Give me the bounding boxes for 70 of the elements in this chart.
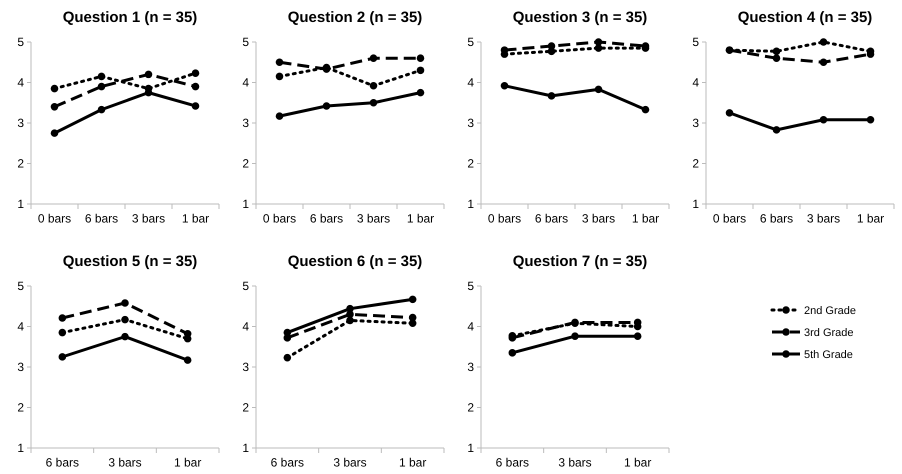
y-tick-label: 5 (242, 278, 250, 293)
y-tick-label: 1 (17, 196, 24, 211)
x-tick-label: 1 bar (856, 212, 884, 226)
x-tick-label: 1 bar (624, 456, 652, 470)
y-tick-label: 2 (17, 400, 24, 414)
y-tick-label: 4 (242, 319, 250, 334)
y-tick-label: 2 (242, 156, 250, 170)
y-tick-label: 3 (467, 116, 474, 130)
y-tick-label: 3 (467, 360, 474, 374)
y-tick-label: 5 (467, 278, 474, 293)
x-tick-label: 0 bars (712, 212, 746, 226)
y-tick-label: 2 (467, 156, 474, 170)
y-tick-label: 5 (242, 34, 250, 49)
x-tick-label: 3 bars (356, 212, 390, 226)
legend-label: 5th Grade (804, 349, 853, 361)
chart-title: Question 5 (n = 35) (62, 253, 198, 270)
x-tick-label: 1 bar (406, 212, 434, 226)
chart-title: Question 4 (n = 35) (738, 9, 872, 26)
y-tick-label: 3 (17, 360, 24, 374)
x-tick-label: 3 bars (108, 456, 142, 470)
y-tick-label: 4 (17, 319, 24, 334)
x-tick-label: 3 bars (132, 212, 166, 226)
y-tick-label: 4 (692, 75, 700, 90)
x-tick-label: 3 bars (806, 212, 840, 226)
y-tick-label: 1 (467, 440, 474, 455)
y-tick-label: 1 (692, 196, 700, 211)
x-tick-label: 6 bars (84, 212, 118, 226)
y-tick-label: 1 (242, 196, 250, 211)
x-tick-label: 1 bar (174, 456, 202, 470)
x-tick-label: 1 bar (398, 456, 426, 470)
x-tick-label: 6 bars (534, 212, 568, 226)
y-tick-label: 1 (242, 440, 250, 455)
x-tick-label: 6 bars (270, 456, 304, 470)
x-tick-label: 6 bars (46, 456, 80, 470)
x-tick-label: 6 bars (496, 456, 530, 470)
chart-title: Question 6 (n = 35) (288, 253, 422, 270)
y-tick-label: 3 (692, 116, 700, 130)
y-tick-label: 1 (467, 196, 474, 211)
y-tick-label: 2 (242, 400, 250, 414)
x-tick-label: 6 bars (760, 212, 794, 226)
y-tick-label: 5 (467, 34, 474, 49)
chart-title: Question 3 (n = 35) (512, 9, 648, 26)
x-tick-label: 1 bar (632, 212, 660, 226)
y-tick-label: 4 (17, 75, 24, 90)
x-tick-label: 3 bars (333, 456, 367, 470)
y-tick-label: 5 (692, 34, 700, 49)
x-tick-label: 0 bars (262, 212, 296, 226)
x-tick-label: 6 bars (310, 212, 344, 226)
y-tick-label: 2 (467, 400, 474, 414)
legend-label: 2nd Grade (804, 305, 856, 317)
x-tick-label: 0 bars (38, 212, 72, 226)
chart-title: Question 7 (n = 35) (512, 253, 648, 270)
y-tick-label: 5 (17, 278, 24, 293)
y-tick-label: 5 (17, 34, 24, 49)
x-tick-label: 3 bars (582, 212, 616, 226)
chart-title: Question 1 (n = 35) (62, 9, 198, 26)
legend-label: 3rd Grade (804, 327, 854, 339)
x-tick-label: 1 bar (182, 212, 210, 226)
y-tick-label: 4 (242, 75, 250, 90)
y-tick-label: 3 (242, 116, 250, 130)
x-tick-label: 3 bars (558, 456, 592, 470)
y-tick-label: 2 (17, 156, 24, 170)
x-tick-label: 0 bars (488, 212, 522, 226)
y-tick-label: 1 (17, 440, 24, 455)
y-tick-label: 3 (17, 116, 24, 130)
chart-title: Question 2 (n = 35) (288, 9, 422, 26)
y-tick-label: 4 (467, 319, 474, 334)
y-tick-label: 4 (467, 75, 474, 90)
y-tick-label: 3 (242, 360, 250, 374)
y-tick-label: 2 (692, 156, 700, 170)
